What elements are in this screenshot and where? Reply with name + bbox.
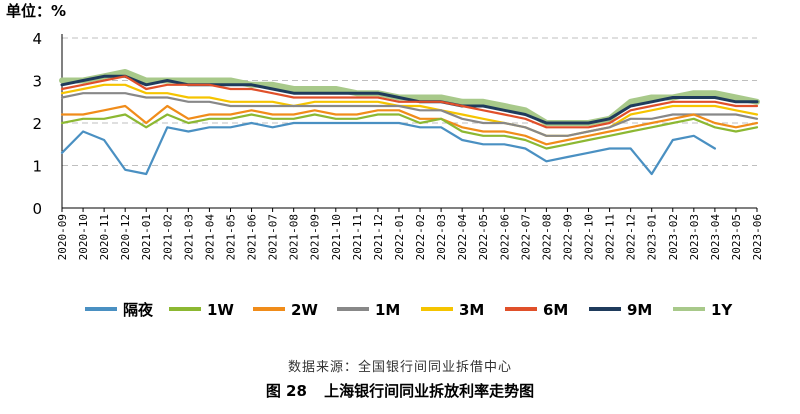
x-tick-label: 2023-04 — [709, 214, 722, 261]
x-tick-label: 2021-06 — [246, 214, 259, 260]
x-tick-label: 2021-01 — [140, 214, 153, 260]
series-line-9M — [60, 74, 759, 125]
x-tick-label: 2021-07 — [267, 214, 280, 260]
series-line-3M — [60, 83, 759, 137]
unit-label: 单位：% — [6, 2, 67, 20]
series-line-2W — [60, 104, 759, 146]
x-tick-label: 2021-09 — [309, 214, 322, 260]
x-tick-label: 2021-12 — [372, 214, 385, 260]
x-tick-label: 2021-08 — [288, 214, 301, 260]
x-tick-labels: 2020-09 2020-10 2020-11 2020-12 2021-01 2021-… — [56, 208, 764, 260]
x-tick-label: 2023-02 — [667, 214, 680, 260]
x-tick-label: 2022-05 — [477, 214, 490, 260]
y-tick-labels: 0 1 2 3 4 — [32, 30, 42, 218]
x-tick-label: 2020-12 — [119, 214, 132, 260]
x-tick-label: 2022-03 — [435, 214, 448, 260]
x-tick-label: 2021-10 — [330, 214, 343, 260]
series-line-1Y — [59, 69, 760, 126]
legend-label: 1Y — [711, 301, 733, 319]
y-tick-label: 3 — [32, 73, 42, 91]
y-tick-label: 4 — [32, 30, 42, 48]
x-tick-label: 2021-04 — [203, 214, 216, 261]
x-tick-label: 2021-03 — [182, 214, 195, 260]
x-tick-label: 2022-06 — [498, 214, 511, 260]
line-chart: 2020-09 2020-10 2020-11 2020-12 2021-01 2021-… — [32, 30, 764, 319]
series-line-6M — [60, 75, 759, 129]
legend-label: 9M — [627, 301, 652, 319]
x-tick-label: 2022-04 — [456, 214, 469, 261]
x-tick-label: 2022-11 — [604, 214, 617, 260]
x-tick-label: 2022-09 — [561, 214, 574, 260]
y-tick-label: 2 — [32, 115, 42, 133]
x-tick-label: 2023-06 — [751, 214, 764, 260]
x-tick-label: 2021-02 — [161, 214, 174, 260]
legend-label: 1W — [207, 301, 234, 319]
x-tick-label: 2023-05 — [730, 214, 743, 260]
x-tick-label: 2022-02 — [414, 214, 427, 260]
x-tick-label: 2020-10 — [77, 214, 90, 260]
x-tick-label: 2020-11 — [98, 214, 111, 260]
legend-label: 6M — [543, 301, 568, 319]
x-tick-label: 2020-09 — [56, 214, 69, 260]
x-tick-label: 2022-01 — [393, 214, 406, 260]
x-tick-label: 2022-10 — [583, 214, 596, 260]
series-line-隔夜 — [60, 121, 716, 176]
y-tick-label: 0 — [32, 200, 42, 218]
x-tick-label: 2022-08 — [540, 214, 553, 260]
x-tick-label: 2022-07 — [519, 214, 532, 260]
x-tick-label: 2021-05 — [224, 214, 237, 260]
x-tick-label: 2023-03 — [688, 214, 701, 260]
source-note: 数据来源：全国银行间同业拆借中心 — [287, 360, 512, 375]
x-tick-label: 2021-11 — [351, 214, 364, 260]
legend-label: 3M — [459, 301, 484, 319]
axes — [61, 34, 757, 209]
caption-number: 图 28 — [265, 382, 307, 400]
legend: 隔夜 1W 2W 1M 3M 6M 9M 1Y — [85, 301, 733, 319]
legend-label: 2W — [291, 301, 318, 319]
series-line-1M — [60, 92, 759, 137]
legend-label: 1M — [375, 301, 400, 319]
x-tick-label: 2022-12 — [625, 214, 638, 260]
legend-label: 隔夜 — [123, 301, 154, 319]
x-tick-label: 2023-01 — [646, 214, 659, 260]
series-lines — [59, 69, 760, 176]
figure-caption: 图 28 上海银行间同业拆放利率走势图 — [0, 380, 800, 401]
caption-title: 上海银行间同业拆放利率走势图 — [324, 382, 535, 400]
y-tick-label: 1 — [32, 158, 42, 176]
series-line-1W — [60, 113, 759, 150]
